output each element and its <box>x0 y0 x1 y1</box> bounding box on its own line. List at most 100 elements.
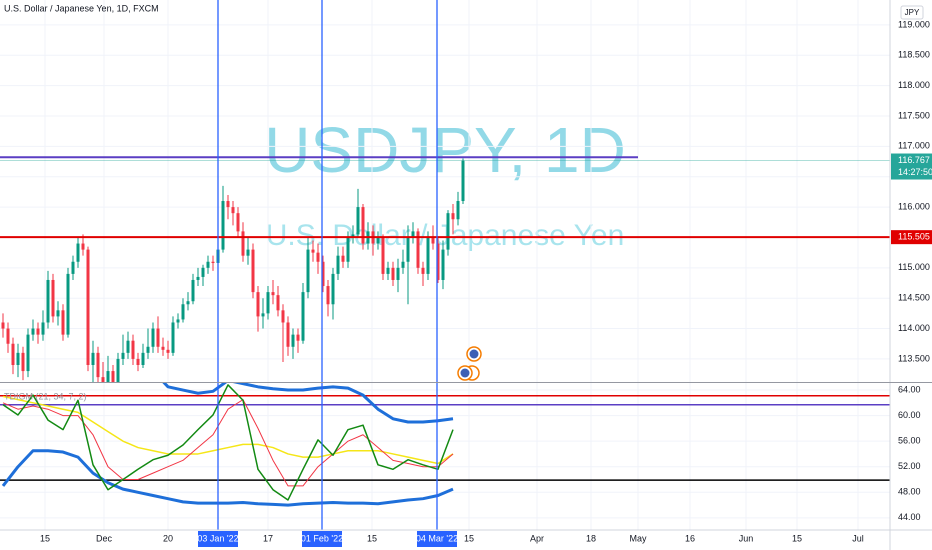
y-tick-label: 56.00 <box>898 436 921 446</box>
candle-body <box>236 213 240 232</box>
currency: JPY <box>905 8 920 17</box>
currency-box[interactable] <box>900 5 924 20</box>
indicator-line <box>162 383 454 424</box>
candle-body <box>71 261 75 274</box>
candle-body <box>56 310 60 317</box>
candle-body <box>441 249 445 280</box>
y-tick-label: 117.500 <box>898 110 930 120</box>
candle-body <box>446 213 450 250</box>
candle-body <box>136 358 140 365</box>
candle-body <box>306 249 310 293</box>
candle-body <box>431 237 435 244</box>
x-tick-label: 15 <box>792 533 802 543</box>
y-tick-label: 114.000 <box>898 323 930 333</box>
x-tick-label: 15 <box>464 533 474 543</box>
candle-body <box>101 377 105 382</box>
candle-body <box>181 304 185 320</box>
candle-body <box>41 322 45 335</box>
candle-body <box>146 346 150 353</box>
level-box <box>891 230 932 245</box>
candle-body <box>461 160 465 202</box>
candle-body <box>261 313 265 317</box>
candle-body <box>301 292 305 341</box>
x-tick-label: Jun <box>739 533 754 543</box>
y-tick-label: 52.00 <box>898 461 921 471</box>
y-tick-label: 119.000 <box>898 19 930 29</box>
candle-body <box>141 352 145 365</box>
level-label: 115.505 <box>898 232 930 242</box>
candle-body <box>131 340 135 359</box>
candle-body <box>276 295 280 311</box>
candle-body <box>111 371 115 382</box>
x-tick-label: 16 <box>685 533 695 543</box>
x-tick-label: Jul <box>852 533 864 543</box>
candle-body <box>66 273 70 335</box>
candle-body <box>396 267 400 280</box>
candle-body <box>31 328 35 335</box>
candle-body <box>456 201 460 220</box>
indicator-line <box>2 399 454 487</box>
candle-body <box>286 322 290 347</box>
candle-body <box>356 207 360 235</box>
x-tick-highlight <box>198 531 238 547</box>
candle-body <box>391 267 395 280</box>
candle-body <box>246 249 250 256</box>
y-tick-label: 60.00 <box>898 410 921 420</box>
candle-body <box>51 279 55 317</box>
last-price-label: 116.767 <box>898 155 930 165</box>
candle-body <box>296 334 300 341</box>
candle-body <box>221 201 225 250</box>
candle-body <box>171 322 175 353</box>
watermark-subtitle: U.S. Dollar / Japanese Yen <box>266 219 625 252</box>
candle-body <box>206 261 210 268</box>
candle-body <box>421 267 425 274</box>
candle-body <box>256 292 260 317</box>
y-tick-label: 117.000 <box>898 141 930 151</box>
candle-body <box>91 352 95 365</box>
candle-body <box>166 349 170 353</box>
candle-body <box>121 352 125 359</box>
candle-body <box>76 243 80 262</box>
indicator-pane <box>0 383 890 530</box>
y-tick-label: 115.000 <box>898 262 930 272</box>
y-tick-label: 116.000 <box>898 201 930 211</box>
candle-body <box>211 261 215 263</box>
event-markers[interactable] <box>457 346 482 381</box>
event-flag-icon <box>469 349 479 359</box>
candle-body <box>346 237 350 262</box>
candle-body <box>96 352 100 378</box>
candle-body <box>281 310 285 323</box>
event-flag-icon <box>460 368 470 378</box>
candle-body <box>436 243 440 280</box>
x-tick-label: 18 <box>586 533 596 543</box>
candle-body <box>231 207 235 214</box>
candle-body <box>126 340 130 353</box>
candle-body <box>251 249 255 293</box>
indicator-line <box>2 384 454 501</box>
candle-body <box>11 343 15 365</box>
x-tick-label: 15 <box>40 533 50 543</box>
countdown-label: 14:27:50 <box>898 167 932 177</box>
y-tick-label: 64.00 <box>898 384 921 394</box>
watermark: USDJPY, 1D <box>264 114 626 186</box>
candle-body <box>451 213 455 220</box>
x-tick-label: 20 <box>163 533 173 543</box>
candle-body <box>196 276 200 280</box>
candle-body <box>186 301 190 305</box>
x-tick-highlight <box>417 531 457 547</box>
x-tick-label: 01 Feb '22 <box>301 533 343 543</box>
candle-body <box>351 234 355 238</box>
x-tick-label: 03 Jan '22 <box>197 533 238 543</box>
x-tick-label: Apr <box>530 533 544 543</box>
candle-body <box>21 352 25 372</box>
candle-body <box>311 249 315 253</box>
candle-body <box>36 328 40 335</box>
candle-body <box>411 231 415 238</box>
candle-body <box>226 201 230 208</box>
x-tick-label: 15 <box>367 533 377 543</box>
candle-body <box>241 231 245 256</box>
x-tick-highlight <box>302 531 342 547</box>
candle-body <box>386 267 390 274</box>
indicator-line <box>2 395 454 465</box>
